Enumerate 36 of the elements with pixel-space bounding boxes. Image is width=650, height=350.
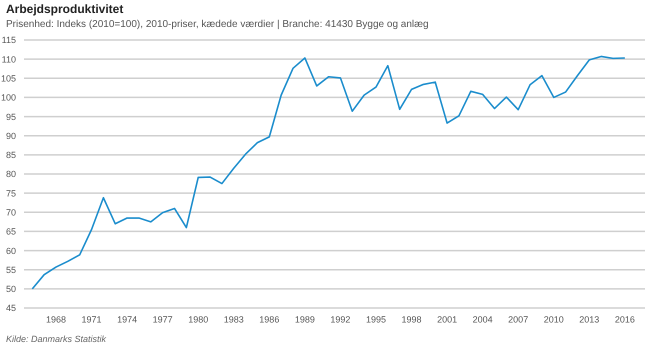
x-tick-label: 2001	[437, 314, 458, 324]
x-tick-label: 2004	[472, 314, 493, 324]
x-tick-label: 1989	[294, 314, 315, 324]
y-tick-label: 105	[0, 73, 16, 84]
y-tick-label: 115	[2, 35, 16, 46]
y-tick-label: 50	[6, 284, 16, 294]
x-tick-label: 1977	[152, 314, 173, 324]
y-tick-label: 110	[2, 54, 16, 64]
line-series	[31, 56, 626, 290]
x-tick-label: 2016	[614, 314, 635, 324]
y-tick-label: 80	[6, 169, 16, 180]
x-tick-label: 2013	[579, 314, 600, 324]
x-tick-label: 2010	[544, 314, 564, 324]
x-tick-label: 1983	[224, 314, 244, 324]
x-tick-label: 1995	[366, 314, 386, 324]
chart-title: Arbejdsproduktivitet	[6, 2, 124, 16]
x-tick-label: 1986	[259, 314, 280, 324]
y-tick-label: 90	[6, 130, 16, 141]
x-tick-label: 1998	[402, 314, 422, 324]
x-tick-label: 1992	[330, 314, 350, 324]
x-tick-label: 1971	[82, 314, 102, 324]
x-tick-label: 1980	[188, 314, 208, 324]
x-tick-label: 2007	[508, 314, 528, 324]
y-tick-label: 60	[6, 246, 16, 256]
y-tick-label: 45	[6, 303, 16, 314]
y-tick-label: 85	[6, 150, 16, 160]
y-tick-label: 55	[6, 264, 16, 275]
y-tick-label: 100	[0, 92, 16, 103]
y-tick-label: 70	[6, 207, 16, 218]
y-tick-label: 65	[6, 226, 16, 237]
chart-subtitle: Prisenhed: Indeks (2010=100), 2010-priser, kædede værdier | Branche: 41430 Bygge og anlæg	[6, 19, 429, 30]
x-tick-label: 1974	[117, 314, 138, 324]
x-tick-label: 1968	[46, 314, 66, 324]
text: Kilde: Danmarks Statistik	[6, 334, 106, 344]
y-tick-label: 75	[6, 188, 16, 198]
y-tick-label: 95	[6, 112, 16, 122]
